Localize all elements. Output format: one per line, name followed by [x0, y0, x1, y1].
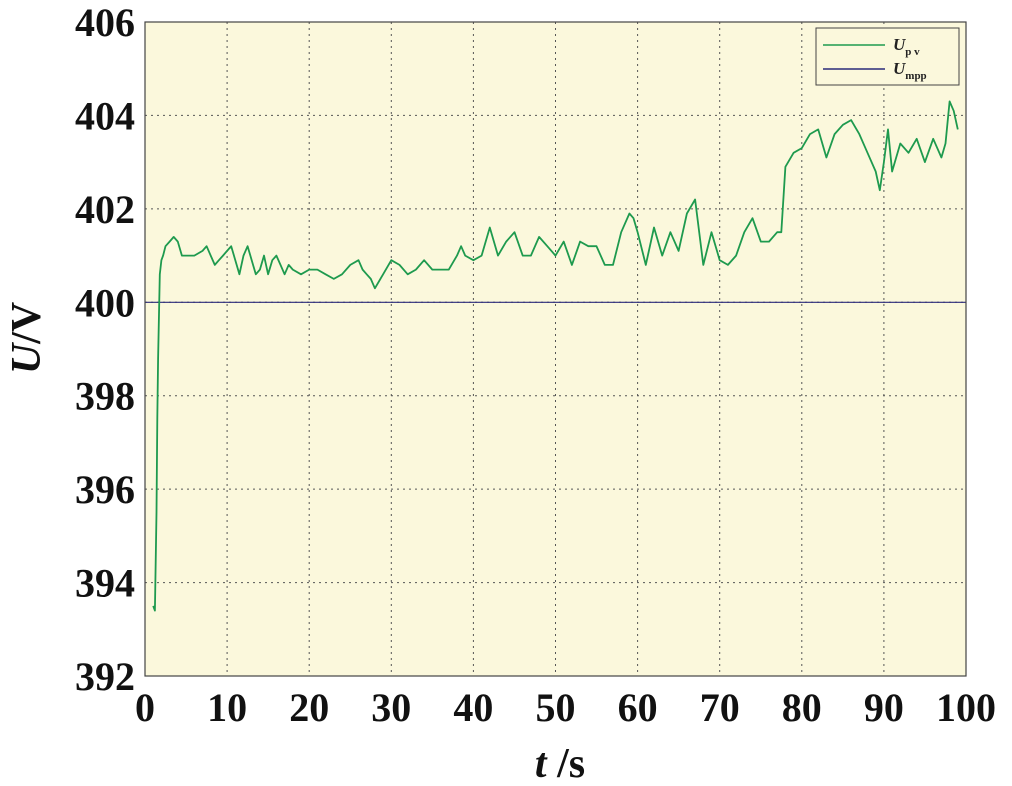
x-axis-label: t /s [535, 741, 585, 786]
series-layer [145, 100, 966, 612]
x-tick-label: 0 [135, 685, 155, 730]
x-tick-label: 10 [207, 685, 247, 730]
y-tick-label: 396 [75, 467, 135, 512]
x-tick-label: 100 [936, 685, 996, 730]
plot-area [145, 22, 966, 676]
series-line-upv [152, 100, 959, 612]
x-tick-labels: 0 10 20 30 40 50 60 70 80 90 100 [135, 685, 996, 730]
y-tick-label: 398 [75, 374, 135, 419]
y-tick-label: 392 [75, 654, 135, 699]
y-tick-labels: 392 394 396 398 400 402 404 406 [75, 0, 135, 699]
x-tick-label: 40 [453, 685, 493, 730]
legend: Up v Umpp [815, 27, 960, 86]
y-tick-label: 400 [75, 280, 135, 325]
legend-box [815, 27, 960, 86]
legend-label-umpp: Umpp [893, 59, 927, 82]
legend-label-upv: Up v [893, 35, 920, 58]
plot-frame [144, 21, 967, 677]
y-tick-label: 402 [75, 187, 135, 232]
x-tick-label: 60 [618, 685, 658, 730]
x-tick-label: 20 [289, 685, 329, 730]
x-tick-label: 30 [371, 685, 411, 730]
x-tick-label: 70 [700, 685, 740, 730]
y-tick-label: 394 [75, 561, 135, 606]
x-tick-label: 50 [536, 685, 576, 730]
y-axis-label: U/V [4, 302, 50, 374]
x-tick-label: 90 [864, 685, 904, 730]
y-tick-label: 406 [75, 0, 135, 45]
x-tick-label: 80 [782, 685, 822, 730]
y-tick-label: 404 [75, 93, 135, 138]
